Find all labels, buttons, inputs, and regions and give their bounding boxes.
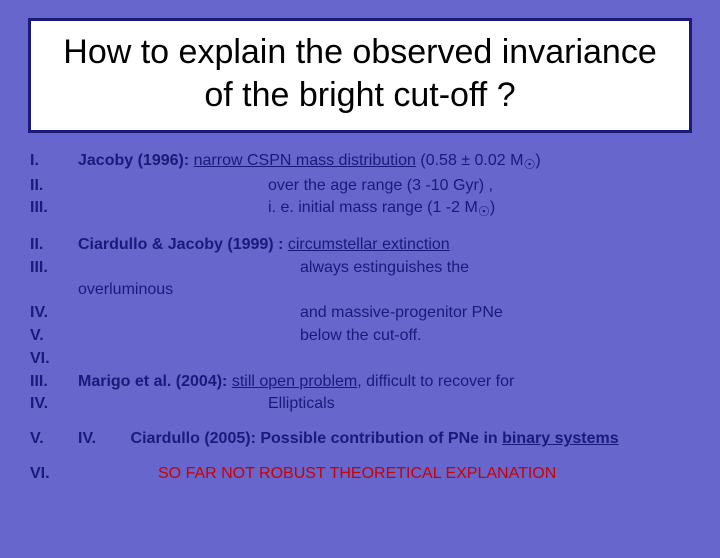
line-text: overluminous [78,280,690,301]
line-text: Jacoby (1996): narrow CSPN mass distribu… [78,151,690,174]
line-text [78,349,690,370]
text-frag: ) [490,199,495,216]
text-frag: i. e. initial mass range (1 -2 M [268,199,478,216]
text-frag: (0.58 ± 0.02 M [420,152,523,169]
bullet-num [30,280,78,301]
bullet-num: IV. [30,303,78,324]
bullet-num: III. [30,372,78,393]
highlight-binary: binary systems [502,430,619,447]
bullet-num: IV. [30,394,78,415]
line-5: III. always estinguishes the [30,258,690,279]
line-11: IV. Ellipticals [30,394,690,415]
line-8: V. below the cut-off. [30,326,690,347]
line-text: over the age range (3 -10 Gyr) , [78,176,690,197]
author-marigo: Marigo et al. (2004): [78,373,232,390]
text-frag: , difficult to recover for [357,373,514,390]
bullet-num: VI. [30,349,78,370]
sun-symbol-icon: ☉ [523,157,535,172]
line-text: Marigo et al. (2004): still open problem… [78,372,690,393]
line-10: III. Marigo et al. (2004): still open pr… [30,372,690,393]
bullet-num: V. [30,326,78,347]
author-ciardullo-2005: Ciardullo (2005): [101,429,256,450]
line-6: overluminous [30,280,690,301]
sun-symbol-icon: ☉ [478,204,490,219]
line-text: below the cut-off. [78,326,690,347]
page-title: How to explain the observed invariance o… [47,31,673,116]
highlight-narrow: narrow CSPN mass distribution [194,152,416,169]
bullet-num: VI. [30,464,78,485]
spacer [30,452,690,464]
line-text: Ellipticals [78,394,690,415]
line-text: and massive-progenitor PNe [78,303,690,324]
spacer [30,417,690,429]
text-frag: ) [535,152,540,169]
line-2: II. over the age range (3 -10 Gyr) , [30,176,690,197]
line-13: VI. SO FAR NOT ROBUST THEORETICAL EXPLAN… [30,464,690,485]
author-jacoby: Jacoby (1996): [78,152,189,169]
line-text: i. e. initial mass range (1 -2 M☉) [78,198,690,221]
line-text: Ciardullo & Jacoby (1999) : circumstella… [78,235,690,256]
inner-num: IV. [78,430,96,447]
bullet-num: II. [30,176,78,197]
line-text: always estinguishes the [78,258,690,279]
line-4: II. Ciardullo & Jacoby (1999) : circumst… [30,235,690,256]
line-9: VI. [30,349,690,370]
bullet-num: II. [30,235,78,256]
highlight-open-problem: still open problem [232,373,357,390]
line-7: IV. and massive-progenitor PNe [30,303,690,324]
bullet-num: III. [30,258,78,279]
bullet-num: V. [30,429,78,450]
bullet-num: III. [30,198,78,221]
line-3: III. i. e. initial mass range (1 -2 M☉) [30,198,690,221]
content-area: I. Jacoby (1996): narrow CSPN mass distr… [0,145,720,485]
highlight-extinction: circumstellar extinction [288,236,450,253]
line-text: IV. Ciardullo (2005): Possible contribut… [78,429,690,450]
text-frag: Possible contribution of PNe in [256,430,502,447]
conclusion-text: SO FAR NOT ROBUST THEORETICAL EXPLANATIO… [158,465,556,482]
bullet-num: I. [30,151,78,174]
spacer [30,223,690,235]
line-1: I. Jacoby (1996): narrow CSPN mass distr… [30,151,690,174]
line-text: SO FAR NOT ROBUST THEORETICAL EXPLANATIO… [78,464,690,485]
line-12: V. IV. Ciardullo (2005): Possible contri… [30,429,690,450]
author-ciardullo: Ciardullo & Jacoby (1999) : [78,236,283,253]
title-box: How to explain the observed invariance o… [28,18,692,133]
